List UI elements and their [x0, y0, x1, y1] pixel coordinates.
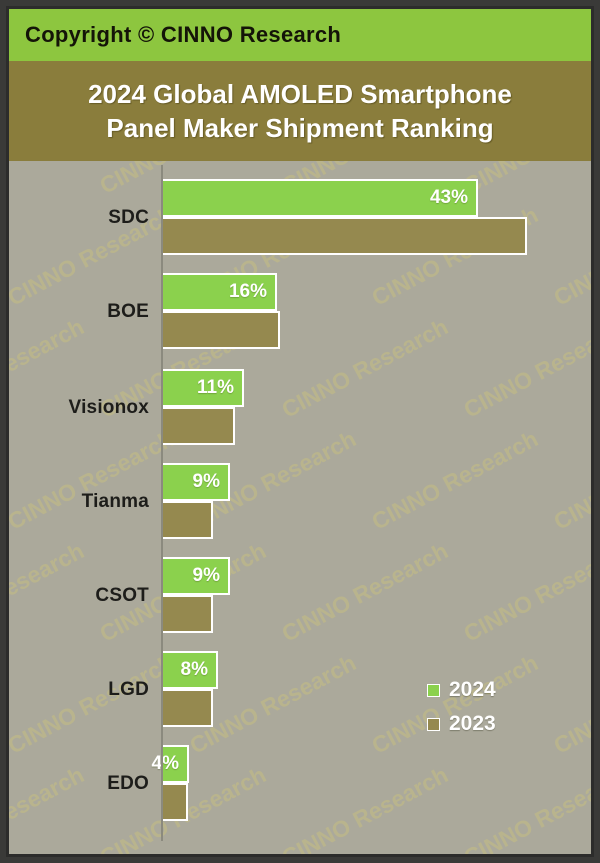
- bars-layer: SDC 43% BOE 16% Visionox 11% Tianma 9% CSOT 9% LGD…: [9, 161, 591, 854]
- category-label-visionox: Visionox: [68, 397, 149, 418]
- legend-item-2023[interactable]: 2023: [427, 707, 496, 741]
- bar-2023-csot: [161, 595, 213, 633]
- bar-group: Tianma 9%: [9, 463, 591, 539]
- chart-canvas: Copyright © CINNO Research 2024 Global A…: [6, 6, 594, 857]
- bar-2024-tianma: 9%: [161, 463, 230, 501]
- bar-2023-sdc: [161, 217, 527, 255]
- bar-2023-edo: [161, 783, 188, 821]
- bar-2024-sdc: 43%: [161, 179, 478, 217]
- bar-2023-tianma: [161, 501, 213, 539]
- bar-value-label: 8%: [180, 659, 208, 680]
- chart-title-line-1: 2024 Global AMOLED Smartphone: [88, 79, 512, 109]
- title-band: 2024 Global AMOLED Smartphone Panel Make…: [9, 61, 591, 161]
- bar-2023-visionox: [161, 407, 235, 445]
- bar-group: SDC 43%: [9, 179, 591, 255]
- bar-2024-edo: 4%: [152, 745, 189, 783]
- bar-2024-lgd: 8%: [161, 651, 218, 689]
- bar-group: CSOT 9%: [9, 557, 591, 633]
- value-axis-line: [161, 165, 163, 841]
- bar-value-label: 43%: [429, 187, 468, 208]
- bar-value-label: 9%: [192, 471, 220, 492]
- category-label-lgd: LGD: [108, 679, 149, 700]
- bar-value-label: 11%: [197, 377, 234, 398]
- category-label-tianma: Tianma: [81, 491, 149, 512]
- bar-group: EDO 4%: [9, 745, 591, 821]
- bar-2023-boe: [161, 311, 280, 349]
- legend-label-2023: 2023: [449, 712, 496, 735]
- bar-2023-lgd: [161, 689, 213, 727]
- bar-value-label: 4%: [151, 753, 179, 774]
- legend-item-2024[interactable]: 2024: [427, 673, 496, 707]
- bar-2024-csot: 9%: [161, 557, 230, 595]
- bar-group: BOE 16%: [9, 273, 591, 349]
- legend-swatch-2024: [427, 683, 440, 697]
- bar-2024-boe: 16%: [161, 273, 277, 311]
- bar-value-label: 9%: [192, 565, 220, 586]
- legend: 2024 2023: [427, 673, 496, 741]
- copyright-text: Copyright © CINNO Research: [25, 22, 342, 47]
- legend-swatch-2023: [427, 717, 440, 731]
- bar-group: Visionox 11%: [9, 369, 591, 445]
- category-label-sdc: SDC: [108, 207, 149, 228]
- legend-label-2024: 2024: [449, 678, 496, 701]
- plot-area: CINNO Research CINNO Research CINNO Resear…: [9, 161, 591, 854]
- category-label-edo: EDO: [107, 773, 149, 794]
- bar-group: LGD 8%: [9, 651, 591, 727]
- bar-2024-visionox: 11%: [161, 369, 244, 407]
- copyright-band: Copyright © CINNO Research: [9, 9, 591, 61]
- category-label-csot: CSOT: [95, 585, 149, 606]
- category-label-boe: BOE: [107, 301, 149, 322]
- bar-value-label: 16%: [228, 281, 267, 302]
- chart-title-line-2: Panel Maker Shipment Ranking: [106, 113, 494, 143]
